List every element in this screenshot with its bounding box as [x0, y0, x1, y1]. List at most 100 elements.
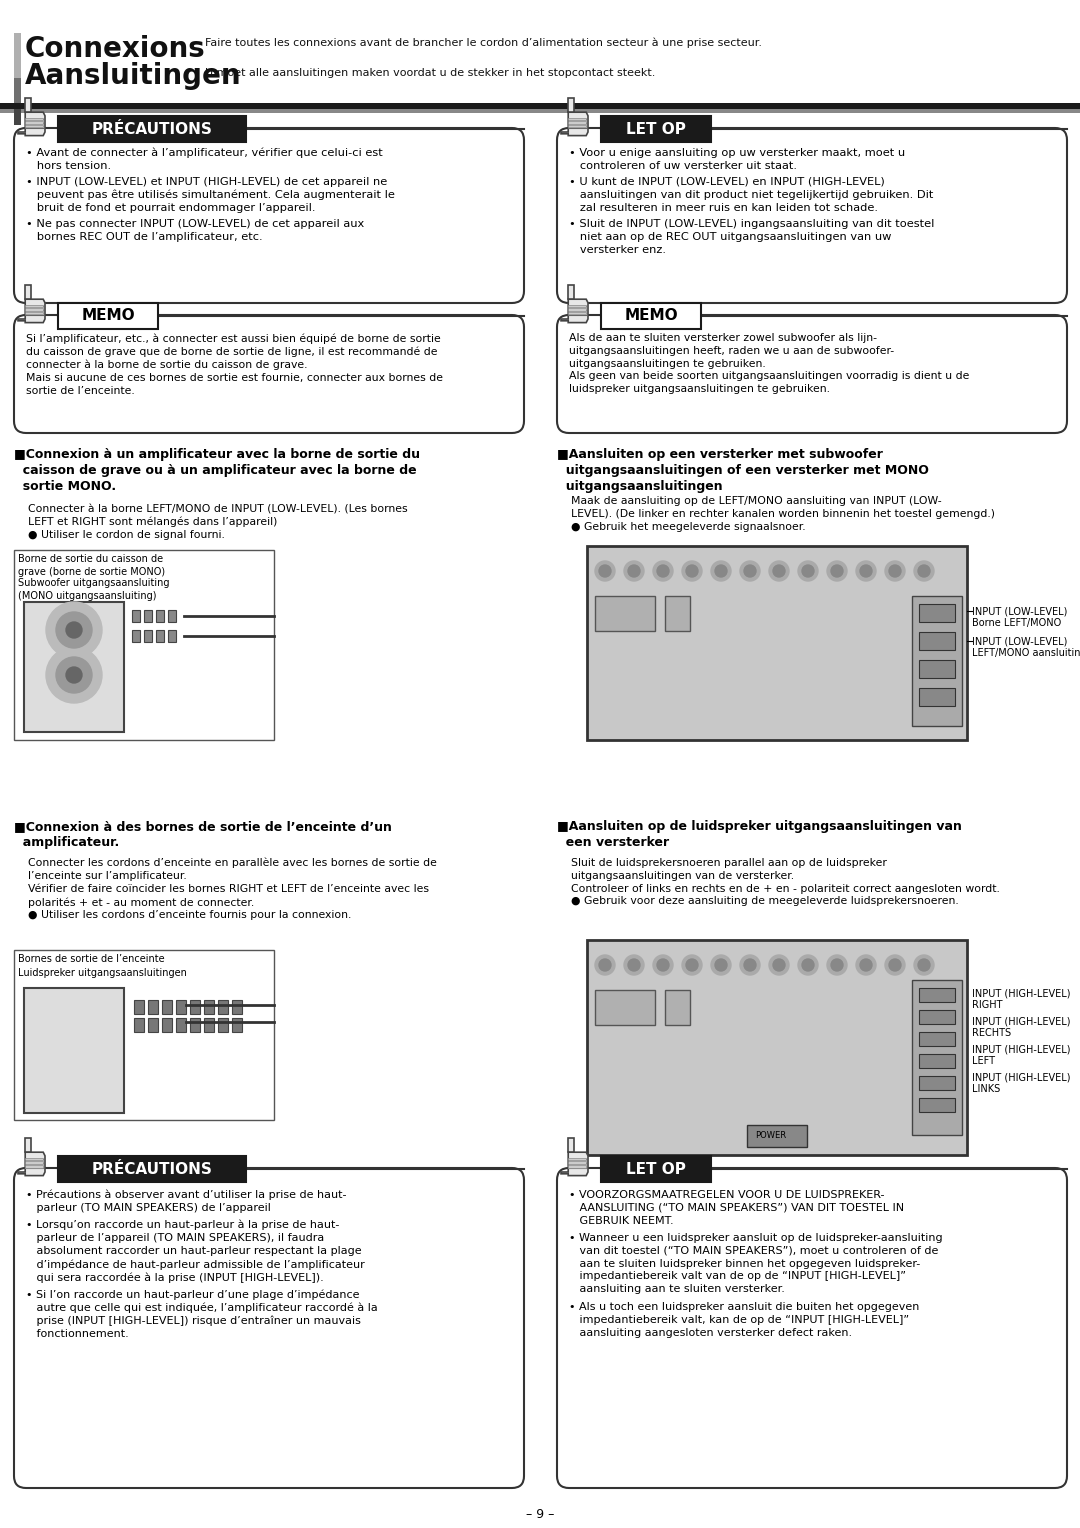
Bar: [134, 1018, 144, 1031]
Circle shape: [773, 565, 785, 578]
Circle shape: [686, 565, 698, 578]
Bar: [0, 102, 1080, 108]
Text: Faire toutes les connexions avant de brancher le cordon d’alimentation secteur à: Faire toutes les connexions avant de bra…: [205, 37, 762, 47]
Polygon shape: [568, 284, 573, 299]
Bar: [588, 545, 967, 740]
Bar: [600, 116, 711, 142]
Bar: [25, 125, 43, 127]
Bar: [919, 633, 955, 649]
Text: PRÉCAUTIONS: PRÉCAUTIONS: [92, 1161, 213, 1177]
Text: • Ne pas connecter INPUT (LOW-LEVEL) de cet appareil aux
   bornes REC OUT de l’: • Ne pas connecter INPUT (LOW-LEVEL) de …: [26, 219, 364, 241]
Text: ■Aansluiten op de luidspreker uitgangsaansluitingen van
  een versterker: ■Aansluiten op de luidspreker uitgangsaa…: [557, 821, 962, 850]
Circle shape: [740, 561, 760, 581]
Bar: [14, 550, 274, 740]
Bar: [919, 604, 955, 622]
Circle shape: [681, 955, 702, 975]
Bar: [919, 1099, 955, 1112]
Bar: [134, 999, 144, 1015]
Circle shape: [769, 561, 789, 581]
Circle shape: [802, 565, 814, 578]
Bar: [25, 1161, 43, 1164]
Circle shape: [56, 613, 92, 648]
FancyBboxPatch shape: [557, 128, 1067, 303]
FancyBboxPatch shape: [14, 128, 524, 303]
Bar: [25, 304, 43, 307]
Text: • Lorsqu’on raccorde un haut-parleur à la prise de haut-
   parleur de l’apparei: • Lorsqu’on raccorde un haut-parleur à l…: [26, 1219, 365, 1284]
Circle shape: [46, 646, 102, 703]
FancyBboxPatch shape: [14, 315, 524, 432]
Text: Bornes de sortie de l’enceinte: Bornes de sortie de l’enceinte: [18, 953, 164, 964]
Text: PRÉCAUTIONS: PRÉCAUTIONS: [92, 122, 213, 136]
Text: • Si l’on raccorde un haut-parleur d’une plage d’impédance
   autre que celle qu: • Si l’on raccorde un haut-parleur d’une…: [26, 1290, 378, 1339]
Text: • U kunt de INPUT (LOW-LEVEL) en INPUT (HIGH-LEVEL)
   aansluitingen van dit pro: • U kunt de INPUT (LOW-LEVEL) en INPUT (…: [569, 177, 933, 212]
Circle shape: [715, 960, 727, 970]
Circle shape: [66, 668, 82, 683]
Circle shape: [831, 960, 843, 970]
Circle shape: [889, 960, 901, 970]
Bar: [568, 304, 586, 307]
Bar: [204, 1018, 214, 1031]
Text: POWER: POWER: [755, 1131, 786, 1140]
Bar: [176, 1018, 186, 1031]
Bar: [14, 950, 274, 1120]
Bar: [747, 1125, 807, 1148]
Bar: [595, 596, 654, 631]
Circle shape: [46, 602, 102, 659]
Text: Luidspreker uitgangsaansluitingen: Luidspreker uitgangsaansluitingen: [18, 969, 187, 978]
Circle shape: [711, 561, 731, 581]
Text: Connexions: Connexions: [25, 35, 206, 63]
Circle shape: [744, 565, 756, 578]
Bar: [14, 34, 21, 78]
Bar: [232, 1018, 242, 1031]
Bar: [568, 1164, 586, 1167]
Text: INPUT (HIGH-LEVEL)
RECHTS: INPUT (HIGH-LEVEL) RECHTS: [972, 1016, 1070, 1038]
Polygon shape: [25, 1138, 30, 1152]
Polygon shape: [18, 299, 45, 322]
Bar: [919, 1076, 955, 1089]
Circle shape: [918, 565, 930, 578]
Polygon shape: [18, 112, 45, 136]
Bar: [25, 121, 43, 124]
Polygon shape: [561, 1152, 588, 1175]
Bar: [148, 1018, 158, 1031]
Bar: [156, 630, 164, 642]
Bar: [919, 1054, 955, 1068]
Text: MEMO: MEMO: [624, 309, 678, 324]
Bar: [148, 999, 158, 1015]
Circle shape: [681, 561, 702, 581]
Circle shape: [885, 561, 905, 581]
Circle shape: [599, 960, 611, 970]
Polygon shape: [25, 284, 30, 299]
Bar: [24, 602, 124, 732]
Polygon shape: [568, 98, 573, 112]
Polygon shape: [18, 1152, 45, 1175]
Bar: [190, 999, 200, 1015]
Bar: [204, 999, 214, 1015]
Text: U moet alle aansluitingen maken voordat u de stekker in het stopcontact steekt.: U moet alle aansluitingen maken voordat …: [205, 69, 656, 78]
Text: INPUT (HIGH-LEVEL)
LEFT: INPUT (HIGH-LEVEL) LEFT: [972, 1044, 1070, 1065]
Bar: [58, 116, 246, 142]
Text: Maak de aansluiting op de LEFT/MONO aansluiting van INPUT (LOW-
LEVEL). (De link: Maak de aansluiting op de LEFT/MONO aans…: [571, 497, 995, 532]
FancyBboxPatch shape: [557, 1167, 1067, 1488]
Text: Si l’amplificateur, etc., à connecter est aussi bien équipé de borne de sortie
d: Si l’amplificateur, etc., à connecter es…: [26, 333, 443, 396]
Circle shape: [740, 955, 760, 975]
Bar: [568, 1161, 586, 1164]
Circle shape: [627, 565, 640, 578]
Text: Sluit de luidsprekersnoeren parallel aan op de luidspreker
uitgangsaansluitingen: Sluit de luidsprekersnoeren parallel aan…: [571, 859, 1000, 906]
Text: • Sluit de INPUT (LOW-LEVEL) ingangsaansluiting van dit toestel
   niet aan op d: • Sluit de INPUT (LOW-LEVEL) ingangsaans…: [569, 219, 934, 255]
Circle shape: [773, 960, 785, 970]
Circle shape: [831, 565, 843, 578]
Text: LET OP: LET OP: [626, 122, 686, 136]
Bar: [162, 1018, 172, 1031]
Text: • Wanneer u een luidspreker aansluit op de luidspreker-aansluiting
   van dit to: • Wanneer u een luidspreker aansluit op …: [569, 1233, 943, 1294]
Bar: [600, 1157, 711, 1183]
Bar: [568, 312, 586, 315]
Bar: [25, 309, 43, 310]
Text: • Als u toch een luidspreker aansluit die buiten het opgegeven
   impedantiebere: • Als u toch een luidspreker aansluit di…: [569, 1302, 919, 1337]
Bar: [568, 1158, 586, 1160]
Text: • VOORZORGSMAATREGELEN VOOR U DE LUIDSPREKER-
   AANSLUITING (“TO MAIN SPEAKERS”: • VOORZORGSMAATREGELEN VOOR U DE LUIDSPR…: [569, 1190, 904, 1225]
Circle shape: [56, 657, 92, 694]
Text: ■Connexion à un amplificateur avec la borne de sortie du
  caisson de grave ou à: ■Connexion à un amplificateur avec la bo…: [14, 448, 420, 494]
Bar: [595, 990, 654, 1025]
Polygon shape: [568, 1138, 573, 1152]
